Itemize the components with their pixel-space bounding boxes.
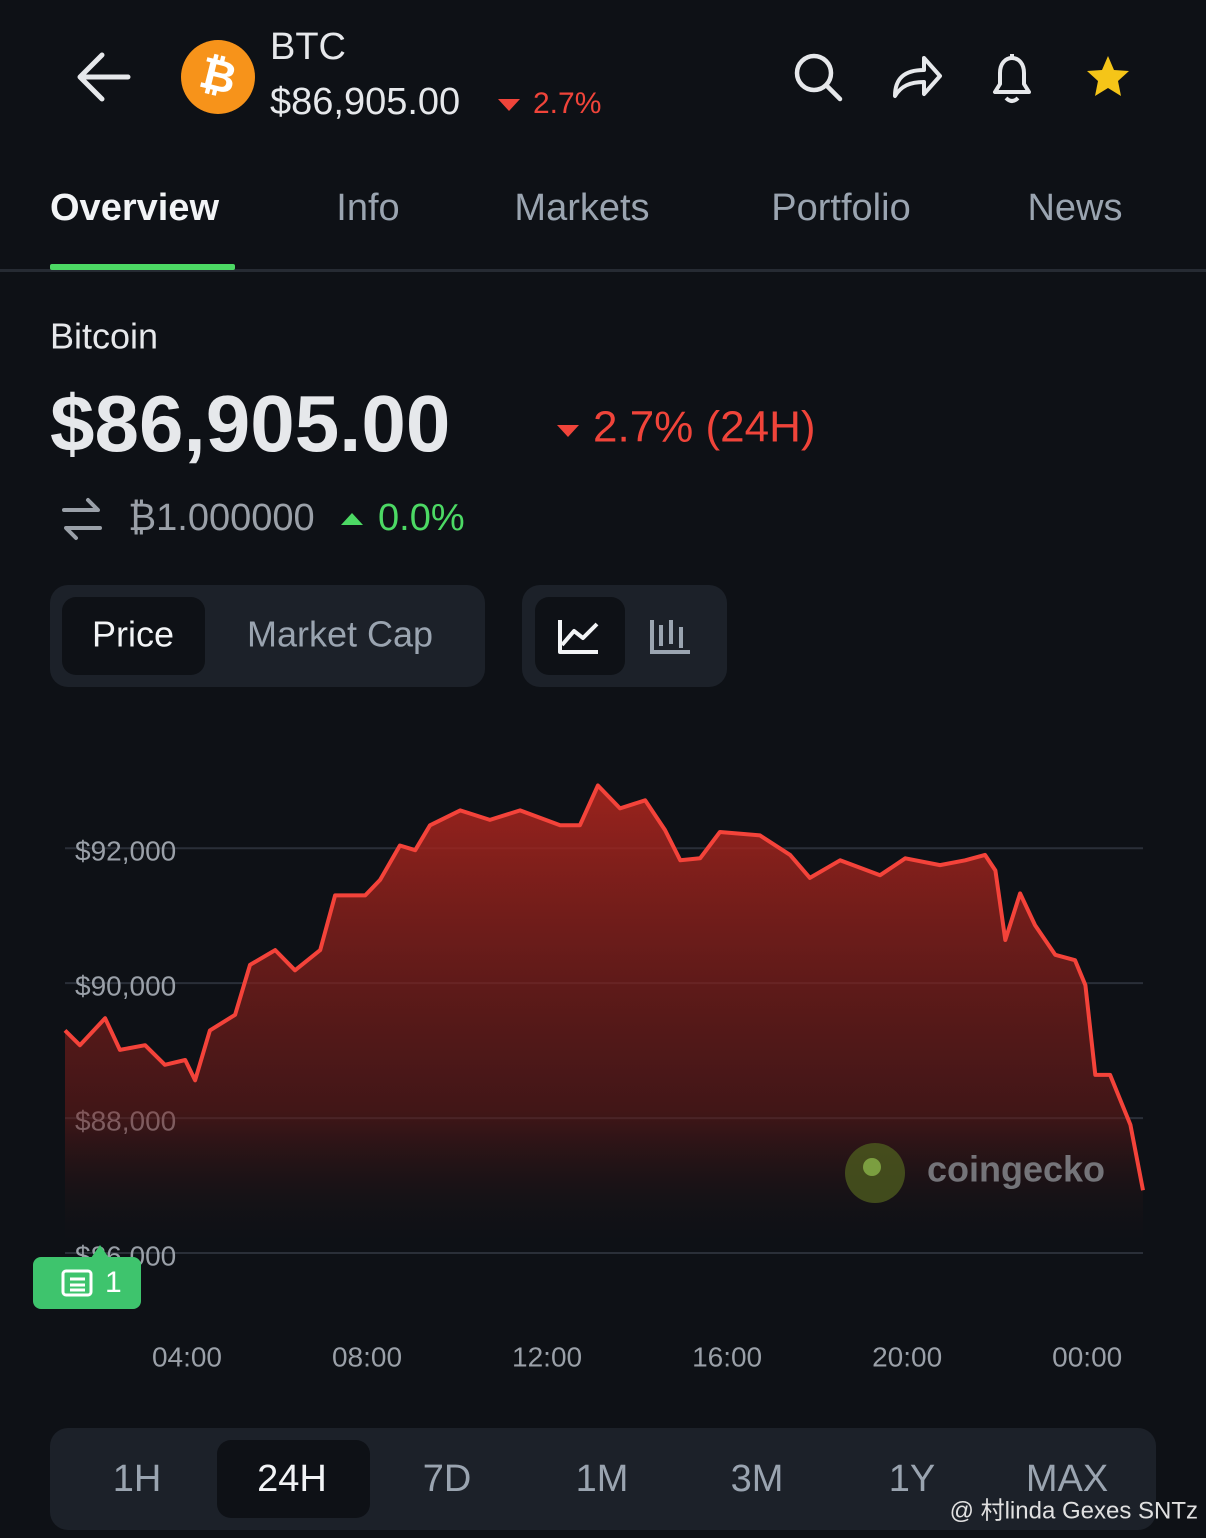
x-tick-label: 04:00 xyxy=(152,1341,222,1372)
metric-selected xyxy=(62,597,205,675)
down-arrow xyxy=(498,99,520,111)
line-chart-button[interactable] xyxy=(558,620,599,654)
time-range-option[interactable]: 1M xyxy=(576,1458,629,1500)
x-tick-label: 20:00 xyxy=(872,1341,942,1372)
time-range-options: 1H 24H 7D 1M 3M 1Y MAX xyxy=(113,1458,1108,1500)
header-symbol: BTC xyxy=(270,26,346,68)
share-button[interactable] xyxy=(893,56,942,98)
time-range-option[interactable]: 3M xyxy=(731,1458,784,1500)
y-tick-label: $92,000 xyxy=(75,836,176,867)
header-change: 2.7% xyxy=(533,87,601,120)
metric-option[interactable]: Market Cap xyxy=(247,614,433,655)
tab[interactable]: Portfolio xyxy=(771,187,910,229)
x-tick-label: 08:00 xyxy=(332,1341,402,1372)
time-range-selected xyxy=(217,1440,370,1518)
x-tick-label: 12:00 xyxy=(512,1341,582,1372)
tab-indicator xyxy=(50,264,235,270)
news-badge[interactable] xyxy=(33,1257,141,1309)
time-range-option[interactable]: 1Y xyxy=(889,1458,935,1500)
time-range-option[interactable]: 1H xyxy=(113,1458,162,1500)
tab[interactable]: Info xyxy=(336,187,399,229)
header-price: $86,905.00 xyxy=(270,81,460,123)
y-tick-label: $90,000 xyxy=(75,971,176,1002)
coin-logo xyxy=(181,40,255,114)
x-tick-label: 00:00 xyxy=(1052,1341,1122,1372)
back-button[interactable] xyxy=(77,52,131,102)
btc-change: 0.0% xyxy=(378,497,465,539)
x-tick-label: 16:00 xyxy=(692,1341,762,1372)
coin-name: Bitcoin xyxy=(50,316,158,357)
favorite-button[interactable] xyxy=(1087,56,1129,96)
time-range-option[interactable]: MAX xyxy=(1026,1458,1108,1500)
chart-watermark: coingecko xyxy=(927,1149,1105,1190)
news-icon xyxy=(61,1269,93,1297)
tab[interactable]: News xyxy=(1027,187,1122,229)
alert-button[interactable] xyxy=(993,54,1031,103)
price-line xyxy=(63,783,1145,1191)
swap-icon xyxy=(62,498,102,540)
coin-price: $86,905.00 xyxy=(50,379,450,468)
news-count: 1 xyxy=(105,1266,122,1299)
time-range-option[interactable]: 7D xyxy=(423,1458,472,1500)
time-range-option[interactable]: 24H xyxy=(257,1458,327,1500)
tab[interactable]: Markets xyxy=(514,187,649,229)
price-chart: $86,000$88,000$90,000$92,00004:0008:0012… xyxy=(63,783,1145,1372)
tab-selected[interactable]: Overview xyxy=(50,187,219,229)
btc-price: ₿1.000000 xyxy=(128,497,315,539)
candle-chart-button[interactable] xyxy=(650,620,690,654)
coingecko-logo-eye xyxy=(863,1158,881,1176)
overlay-watermark: @ 村linda Gexes SNTz xyxy=(950,1497,1198,1524)
news-badge-pointer xyxy=(91,1245,109,1258)
up-arrow xyxy=(341,513,363,525)
search-button[interactable] xyxy=(794,53,843,102)
coin-change: 2.7% (24H) xyxy=(593,403,816,452)
metric-option[interactable]: Price xyxy=(92,614,174,655)
tab-divider xyxy=(0,269,1206,272)
down-arrow xyxy=(557,425,579,437)
